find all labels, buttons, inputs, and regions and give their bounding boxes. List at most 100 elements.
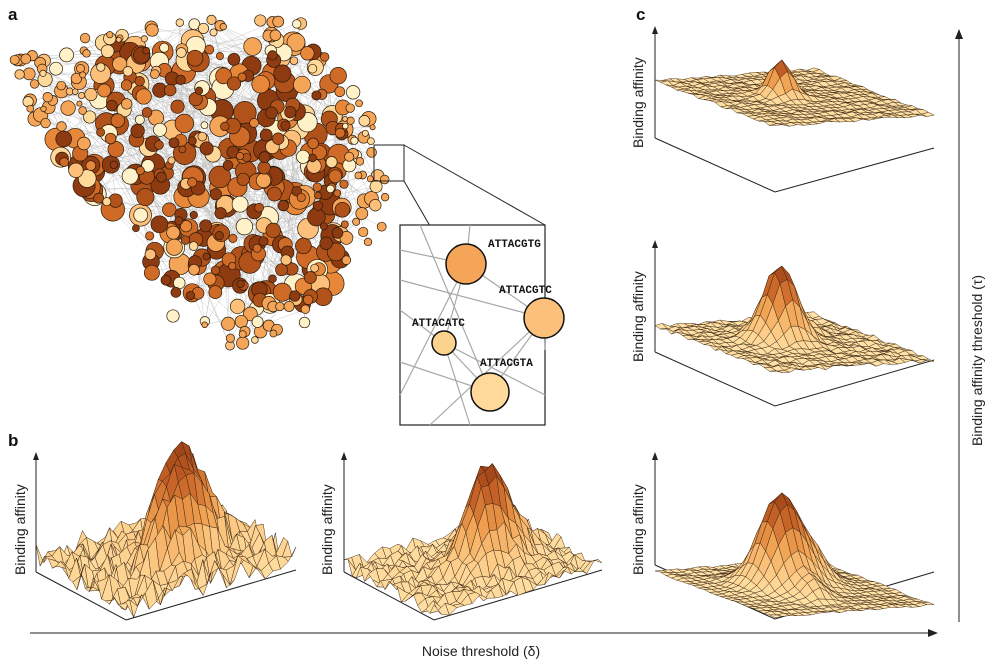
- surface-cell: [769, 370, 783, 373]
- network-node: [333, 189, 342, 198]
- network-node: [199, 219, 213, 233]
- network-node: [145, 23, 159, 37]
- network-node: [344, 151, 355, 162]
- network-node: [369, 124, 376, 131]
- network-node: [136, 187, 155, 207]
- surface-cell: [769, 614, 783, 619]
- network-node: [376, 221, 387, 232]
- network-node: [76, 64, 85, 73]
- network-node: [166, 309, 180, 323]
- network-node: [272, 282, 292, 302]
- network-node: [369, 180, 383, 193]
- network-node: [227, 53, 241, 66]
- network-node: [251, 336, 259, 344]
- network-node: [295, 237, 312, 255]
- surface-cell: [429, 604, 442, 615]
- network-node: [68, 162, 84, 178]
- network-node: [231, 195, 249, 213]
- panel-b-surface-1: [35, 441, 297, 619]
- network-node: [350, 136, 359, 145]
- network-node: [273, 64, 292, 83]
- network-node: [79, 32, 91, 44]
- network-node: [237, 72, 247, 82]
- network-node: [252, 243, 262, 253]
- network-node: [326, 242, 346, 262]
- network-node: [135, 166, 145, 176]
- network-node: [134, 76, 145, 87]
- network-node: [319, 236, 333, 250]
- network-node: [97, 83, 112, 98]
- network-node: [186, 49, 204, 67]
- network-node: [312, 200, 323, 211]
- panel-c-ylabel-3: Binding affinity: [630, 484, 646, 575]
- network-node: [209, 28, 218, 37]
- zoom-label-1: ATTACGTG: [488, 239, 541, 251]
- network-node: [175, 74, 186, 86]
- network-node: [56, 121, 67, 132]
- network-node: [153, 122, 167, 137]
- network-node: [339, 179, 349, 189]
- surface-axis-lines: [654, 32, 935, 193]
- network-node: [135, 88, 152, 105]
- network-node: [188, 263, 200, 276]
- network-node: [355, 99, 363, 108]
- network-node: [165, 238, 183, 256]
- network-node: [363, 237, 373, 247]
- network-node: [340, 220, 349, 229]
- network-node: [14, 69, 25, 80]
- network-node: [254, 202, 264, 213]
- panel-b-ylabel-2: Binding affinity: [319, 484, 335, 575]
- network-node: [188, 18, 201, 31]
- network-node: [329, 67, 347, 85]
- network-node: [96, 62, 106, 72]
- network-node: [284, 106, 297, 119]
- network-node: [222, 160, 234, 171]
- surface-axis-arrowhead: [652, 452, 658, 460]
- network-node: [234, 314, 248, 329]
- network-node: [379, 174, 390, 185]
- network-node: [59, 157, 70, 167]
- zoom-label-4: ATTACGTA: [480, 358, 533, 370]
- network-node: [145, 231, 155, 241]
- network-node: [110, 113, 125, 128]
- network-node: [142, 46, 151, 55]
- network-node: [174, 216, 184, 226]
- network-node: [311, 90, 322, 101]
- network-node: [355, 157, 365, 166]
- network-node: [380, 193, 390, 202]
- network-node: [203, 272, 217, 286]
- network-node: [269, 329, 278, 338]
- network-node: [22, 67, 36, 81]
- panel-b-axes-2: [341, 452, 603, 621]
- surface-axis-lines: [654, 246, 935, 407]
- network-node: [55, 130, 72, 148]
- network-node: [187, 136, 197, 146]
- network-node: [59, 47, 74, 63]
- network-node: [168, 137, 180, 149]
- network-node: [141, 159, 155, 173]
- network-node: [166, 225, 181, 240]
- network-node: [304, 271, 317, 284]
- network-node: [140, 35, 148, 43]
- surface-axis-lines: [343, 458, 603, 621]
- network-node: [109, 160, 119, 169]
- network-node: [120, 79, 133, 91]
- network-node: [201, 321, 208, 329]
- network-node: [79, 71, 87, 79]
- network-node: [220, 121, 230, 132]
- network-node: [236, 172, 250, 186]
- network-node: [366, 147, 377, 158]
- network-node: [162, 202, 177, 217]
- panel-c-axes-2: [652, 240, 935, 407]
- network-node: [121, 167, 139, 185]
- network-node: [93, 192, 105, 204]
- network-node: [275, 301, 285, 312]
- panel-c-surfaces: [654, 59, 935, 619]
- network-node: [130, 123, 145, 139]
- network-node: [319, 222, 328, 231]
- network-node: [258, 236, 269, 247]
- network-node: [197, 131, 208, 142]
- network-node: [280, 120, 291, 131]
- network-node: [293, 75, 311, 94]
- network-node: [204, 44, 215, 55]
